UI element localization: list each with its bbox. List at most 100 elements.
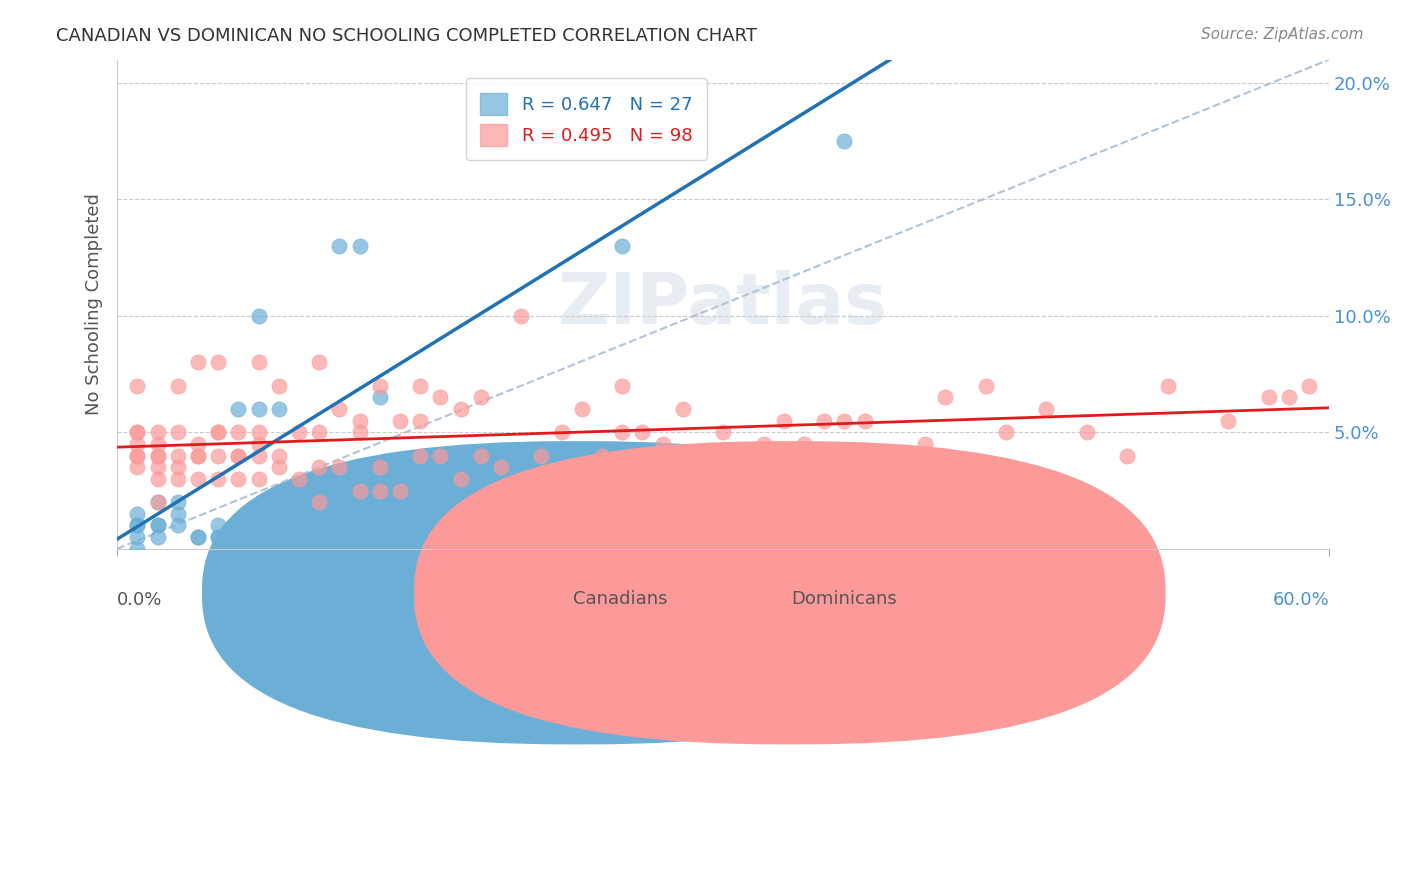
- Point: [127, 437, 149, 451]
- Point: [772, 414, 794, 428]
- Point: [1218, 414, 1240, 428]
- Point: [934, 390, 956, 404]
- Point: [146, 495, 169, 509]
- Text: Canadians: Canadians: [572, 591, 668, 608]
- Point: [207, 425, 229, 440]
- Point: [429, 449, 451, 463]
- Point: [834, 134, 856, 148]
- Point: [349, 483, 371, 498]
- Point: [166, 472, 188, 486]
- Point: [146, 472, 169, 486]
- Point: [247, 355, 270, 369]
- Point: [994, 425, 1017, 440]
- Point: [349, 425, 371, 440]
- Point: [450, 472, 472, 486]
- Point: [127, 518, 149, 533]
- Point: [711, 425, 734, 440]
- Point: [127, 425, 149, 440]
- Point: [571, 402, 593, 417]
- Point: [146, 495, 169, 509]
- Point: [974, 378, 997, 392]
- Point: [267, 378, 290, 392]
- Point: [207, 425, 229, 440]
- Point: [612, 239, 634, 253]
- Point: [308, 355, 330, 369]
- Point: [146, 425, 169, 440]
- Point: [1076, 425, 1098, 440]
- Point: [247, 425, 270, 440]
- Point: [1156, 378, 1178, 392]
- Point: [388, 414, 411, 428]
- Point: [328, 460, 350, 475]
- Point: [530, 449, 553, 463]
- Point: [207, 355, 229, 369]
- Point: [247, 449, 270, 463]
- Point: [308, 518, 330, 533]
- Point: [470, 390, 492, 404]
- Point: [612, 425, 634, 440]
- Point: [409, 378, 432, 392]
- Point: [288, 425, 311, 440]
- Point: [166, 518, 188, 533]
- Point: [489, 460, 512, 475]
- Point: [207, 472, 229, 486]
- Point: [187, 355, 209, 369]
- Point: [1257, 390, 1279, 404]
- Point: [146, 437, 169, 451]
- Text: ZIPatlas: ZIPatlas: [558, 269, 889, 339]
- Point: [368, 378, 391, 392]
- Point: [328, 239, 350, 253]
- Point: [409, 449, 432, 463]
- Point: [1035, 402, 1057, 417]
- Legend: R = 0.647   N = 27, R = 0.495   N = 98: R = 0.647 N = 27, R = 0.495 N = 98: [465, 78, 707, 161]
- Point: [873, 449, 896, 463]
- Point: [1116, 449, 1139, 463]
- Point: [550, 425, 572, 440]
- Point: [187, 437, 209, 451]
- Point: [146, 449, 169, 463]
- Point: [368, 483, 391, 498]
- Point: [166, 425, 188, 440]
- Point: [267, 402, 290, 417]
- Point: [470, 449, 492, 463]
- Point: [388, 483, 411, 498]
- Point: [612, 378, 634, 392]
- FancyBboxPatch shape: [202, 442, 953, 745]
- Point: [127, 425, 149, 440]
- Point: [127, 530, 149, 544]
- Point: [228, 449, 250, 463]
- Point: [166, 507, 188, 521]
- Point: [187, 530, 209, 544]
- Point: [651, 437, 673, 451]
- Point: [349, 239, 371, 253]
- Point: [166, 378, 188, 392]
- Point: [127, 378, 149, 392]
- Point: [733, 495, 755, 509]
- Point: [146, 518, 169, 533]
- Point: [813, 414, 835, 428]
- Point: [127, 460, 149, 475]
- Point: [368, 390, 391, 404]
- Point: [207, 530, 229, 544]
- Point: [247, 309, 270, 323]
- Point: [127, 449, 149, 463]
- Point: [631, 425, 654, 440]
- Text: CANADIAN VS DOMINICAN NO SCHOOLING COMPLETED CORRELATION CHART: CANADIAN VS DOMINICAN NO SCHOOLING COMPL…: [56, 27, 758, 45]
- FancyBboxPatch shape: [415, 442, 1166, 745]
- Point: [267, 460, 290, 475]
- Point: [207, 530, 229, 544]
- Point: [267, 449, 290, 463]
- Point: [228, 472, 250, 486]
- Point: [146, 530, 169, 544]
- Point: [166, 449, 188, 463]
- Point: [127, 541, 149, 556]
- Point: [247, 472, 270, 486]
- Point: [349, 414, 371, 428]
- Point: [187, 449, 209, 463]
- Point: [228, 402, 250, 417]
- Point: [146, 449, 169, 463]
- Point: [247, 402, 270, 417]
- Point: [247, 437, 270, 451]
- Point: [752, 437, 775, 451]
- Point: [127, 507, 149, 521]
